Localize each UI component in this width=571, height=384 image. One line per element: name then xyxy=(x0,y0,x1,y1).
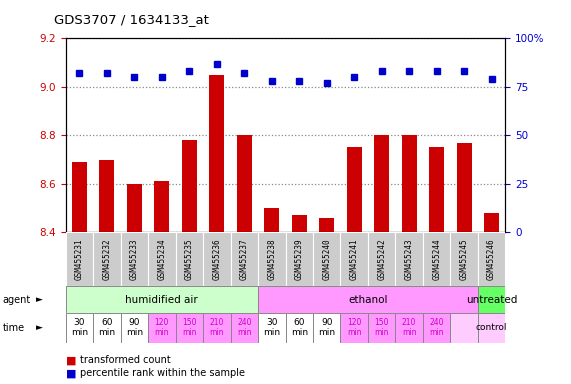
Bar xyxy=(148,232,176,286)
Text: 90
min: 90 min xyxy=(318,318,335,337)
Bar xyxy=(182,140,197,232)
Text: 210
min: 210 min xyxy=(402,318,416,337)
Text: GSM455238: GSM455238 xyxy=(267,238,276,280)
Bar xyxy=(66,232,93,286)
Bar xyxy=(286,232,313,286)
Bar xyxy=(478,313,505,343)
Text: GSM455243: GSM455243 xyxy=(405,238,413,280)
Bar xyxy=(66,286,258,313)
Bar xyxy=(423,232,451,286)
Text: 240
min: 240 min xyxy=(429,318,444,337)
Bar xyxy=(120,232,148,286)
Text: GSM455237: GSM455237 xyxy=(240,238,249,280)
Bar xyxy=(429,147,444,232)
Bar xyxy=(340,232,368,286)
Bar xyxy=(478,232,505,286)
Text: time: time xyxy=(3,323,25,333)
Bar xyxy=(286,313,313,343)
Text: GSM455240: GSM455240 xyxy=(322,238,331,280)
Bar xyxy=(231,232,258,286)
Bar xyxy=(313,232,340,286)
Text: GDS3707 / 1634133_at: GDS3707 / 1634133_at xyxy=(54,13,209,26)
Bar xyxy=(120,313,148,343)
Bar xyxy=(209,75,224,232)
Bar xyxy=(72,162,87,232)
Bar xyxy=(451,313,478,343)
Bar xyxy=(478,286,505,313)
Bar xyxy=(395,313,423,343)
Bar xyxy=(237,135,252,232)
Text: control: control xyxy=(476,323,508,332)
Bar xyxy=(451,232,478,286)
Text: GSM455239: GSM455239 xyxy=(295,238,304,280)
Text: agent: agent xyxy=(3,295,31,305)
Text: 90
min: 90 min xyxy=(126,318,143,337)
Text: 150
min: 150 min xyxy=(375,318,389,337)
Bar xyxy=(258,232,286,286)
Bar xyxy=(176,232,203,286)
Bar xyxy=(258,286,478,313)
Bar xyxy=(203,232,231,286)
Text: GSM455235: GSM455235 xyxy=(185,238,194,280)
Bar xyxy=(457,142,472,232)
Bar xyxy=(401,135,417,232)
Text: GSM455246: GSM455246 xyxy=(487,238,496,280)
Bar xyxy=(313,313,340,343)
Text: GSM455232: GSM455232 xyxy=(102,238,111,280)
Text: 210
min: 210 min xyxy=(210,318,224,337)
Bar xyxy=(154,181,170,232)
Text: ►: ► xyxy=(36,323,43,332)
Text: GSM455242: GSM455242 xyxy=(377,238,386,280)
Text: GSM455241: GSM455241 xyxy=(349,238,359,280)
Text: ►: ► xyxy=(36,295,43,304)
Bar xyxy=(93,232,120,286)
Text: GSM455244: GSM455244 xyxy=(432,238,441,280)
Text: GSM455233: GSM455233 xyxy=(130,238,139,280)
Text: GSM455231: GSM455231 xyxy=(75,238,84,280)
Bar xyxy=(66,313,93,343)
Bar xyxy=(423,313,451,343)
Bar xyxy=(258,313,286,343)
Bar xyxy=(368,313,395,343)
Text: ethanol: ethanol xyxy=(348,295,388,305)
Bar xyxy=(395,232,423,286)
Text: 120
min: 120 min xyxy=(155,318,169,337)
Bar xyxy=(148,313,176,343)
Text: ■: ■ xyxy=(66,368,76,378)
Bar xyxy=(340,313,368,343)
Text: 30
min: 30 min xyxy=(263,318,280,337)
Bar xyxy=(99,160,114,232)
Text: 150
min: 150 min xyxy=(182,318,196,337)
Text: percentile rank within the sample: percentile rank within the sample xyxy=(80,368,245,378)
Text: 30
min: 30 min xyxy=(71,318,88,337)
Bar xyxy=(264,208,279,232)
Bar xyxy=(127,184,142,232)
Text: ■: ■ xyxy=(66,355,76,365)
Bar xyxy=(203,313,231,343)
Text: 240
min: 240 min xyxy=(237,318,252,337)
Bar xyxy=(368,232,395,286)
Bar xyxy=(292,215,307,232)
Bar xyxy=(484,213,499,232)
Text: GSM455234: GSM455234 xyxy=(158,238,166,280)
Bar xyxy=(319,218,334,232)
Text: 120
min: 120 min xyxy=(347,318,361,337)
Bar xyxy=(93,313,120,343)
Text: humidified air: humidified air xyxy=(126,295,198,305)
Bar xyxy=(374,135,389,232)
Text: untreated: untreated xyxy=(466,295,517,305)
Text: GSM455236: GSM455236 xyxy=(212,238,222,280)
Bar xyxy=(347,147,362,232)
Bar xyxy=(176,313,203,343)
Bar xyxy=(231,313,258,343)
Text: 60
min: 60 min xyxy=(98,318,115,337)
Text: 60
min: 60 min xyxy=(291,318,308,337)
Text: transformed count: transformed count xyxy=(80,355,171,365)
Text: GSM455245: GSM455245 xyxy=(460,238,469,280)
